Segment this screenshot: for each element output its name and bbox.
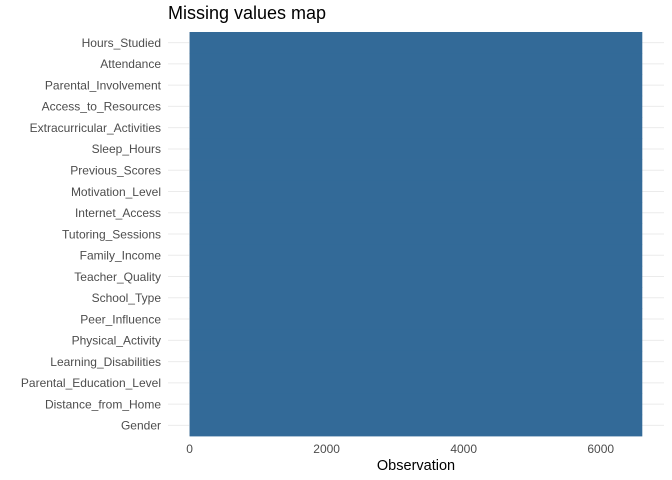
tile-access-to-resources bbox=[189, 95, 643, 118]
tile-distance-from-home bbox=[189, 393, 643, 416]
tile-sleep-hours bbox=[189, 138, 643, 160]
y-tick-label: Attendance bbox=[100, 57, 161, 71]
tile-motivation-level bbox=[189, 180, 643, 203]
y-tick-label: Hours_Studied bbox=[82, 36, 161, 50]
tile-hours-studied bbox=[189, 32, 643, 54]
tile-internet-access bbox=[189, 202, 643, 224]
y-tick-label: Peer_Influence bbox=[80, 312, 161, 326]
y-tick-label: Parental_Involvement bbox=[45, 78, 162, 92]
chart-title: Missing values map bbox=[168, 3, 326, 23]
tile-peer-influence bbox=[189, 308, 643, 331]
y-tick-label: Tutoring_Sessions bbox=[62, 227, 161, 241]
y-tick-label: Teacher_Quality bbox=[74, 270, 161, 284]
y-tick-label: Learning_Disabilities bbox=[50, 355, 161, 369]
tile-physical-activity bbox=[189, 329, 643, 352]
y-tick-label: Gender bbox=[121, 419, 161, 433]
tile-extracurricular-activities bbox=[189, 117, 643, 139]
y-tick-label: School_Type bbox=[92, 291, 162, 305]
y-tick-label: Sleep_Hours bbox=[92, 142, 161, 156]
y-tick-label: Family_Income bbox=[80, 249, 162, 263]
y-tick-label: Motivation_Level bbox=[71, 185, 161, 199]
y-tick-label: Physical_Activity bbox=[72, 334, 161, 348]
y-tick-label: Parental_Education_Level bbox=[21, 376, 161, 390]
y-tick-label: Previous_Scores bbox=[70, 164, 161, 178]
tile-teacher-quality bbox=[189, 265, 643, 288]
y-tick-label: Extracurricular_Activities bbox=[30, 121, 161, 135]
x-tick-label: 4000 bbox=[450, 442, 477, 456]
x-axis-labels: 0 2000 4000 6000 bbox=[186, 442, 614, 456]
tile-family-income bbox=[189, 244, 643, 267]
tile-gender bbox=[189, 414, 643, 437]
x-tick-label: 6000 bbox=[587, 442, 614, 456]
y-tick-label: Internet_Access bbox=[75, 206, 161, 220]
tile-school-type bbox=[189, 287, 643, 309]
tile-parental-involvement bbox=[189, 74, 643, 97]
tile-learning-disabilities bbox=[189, 350, 643, 373]
x-tick-label: 2000 bbox=[313, 442, 340, 456]
y-tick-label: Access_to_Resources bbox=[42, 100, 161, 114]
y-tick-label: Distance_from_Home bbox=[45, 397, 161, 411]
tile-previous-scores bbox=[189, 159, 643, 182]
tile-parental-education-level bbox=[189, 372, 643, 394]
x-axis-title: Observation bbox=[377, 458, 455, 474]
y-axis-labels: Hours_Studied Attendance Parental_Involvem… bbox=[21, 36, 162, 433]
x-tick-label: 0 bbox=[186, 442, 193, 456]
tile-tutoring-sessions bbox=[189, 223, 643, 246]
tile-attendance bbox=[189, 53, 643, 75]
tile-layer bbox=[189, 32, 643, 437]
